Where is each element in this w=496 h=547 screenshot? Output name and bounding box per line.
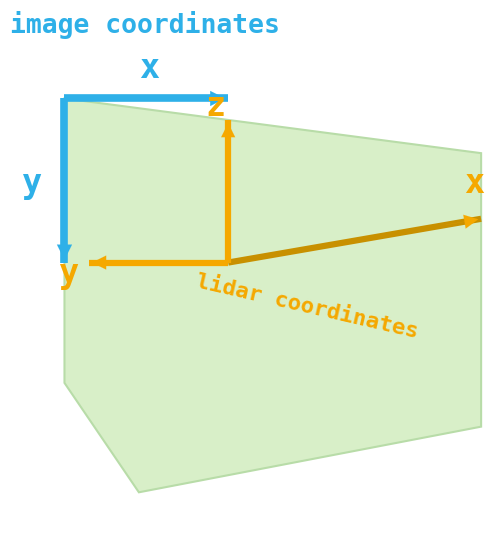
Text: z: z xyxy=(206,90,226,123)
Text: x: x xyxy=(464,167,484,200)
Text: y: y xyxy=(22,167,42,200)
Text: image coordinates: image coordinates xyxy=(10,10,280,39)
Text: lidar coordinates: lidar coordinates xyxy=(194,271,421,342)
Polygon shape xyxy=(64,98,481,492)
Text: y: y xyxy=(60,257,79,290)
Text: x: x xyxy=(139,52,159,85)
